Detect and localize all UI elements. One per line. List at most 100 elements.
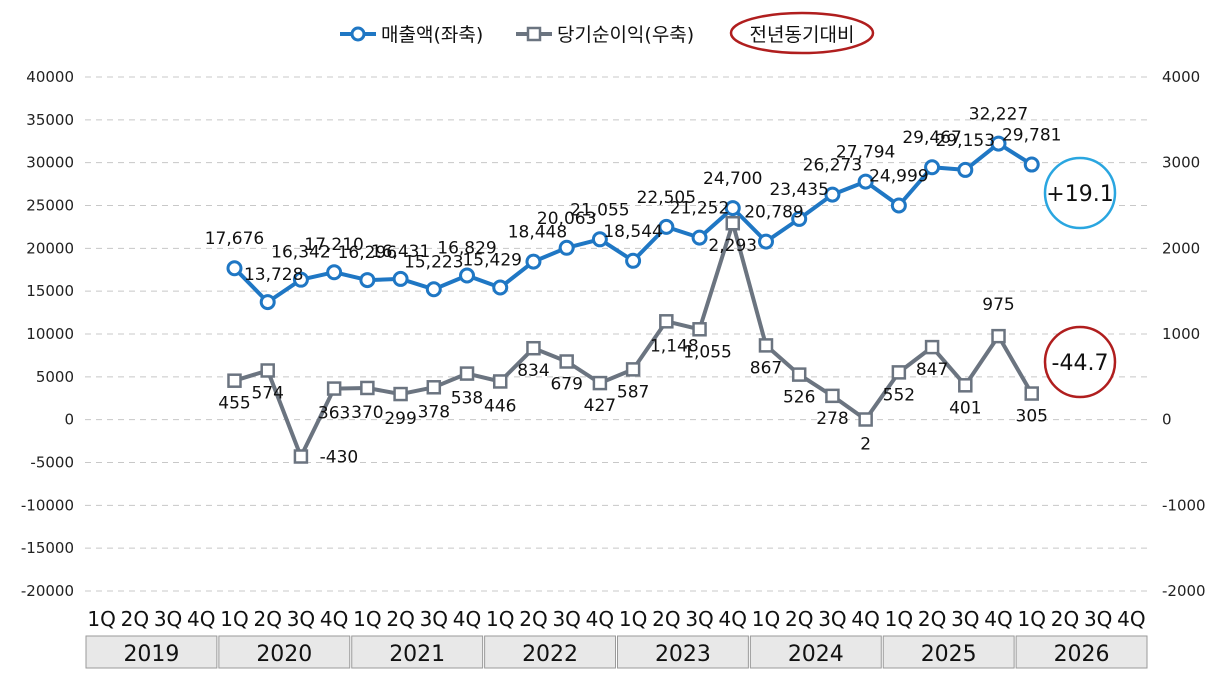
x-tick-label: 3Q [818,607,846,631]
left-y-tick-label: 15000 [26,282,74,300]
netincome-data-label: 1,055 [683,342,732,362]
sales-point [658,218,675,235]
netincome-data-label: 2,293 [708,236,757,256]
x-tick-label: 3Q [1084,607,1112,631]
x-tick-label: 1Q [619,607,647,631]
netincome-point [393,386,408,402]
netincome-point [326,381,342,396]
sales-data-label: 32,227 [969,105,1028,125]
netincome-point [924,339,940,355]
sales-data-label: 15,223 [404,252,463,272]
left-y-axis: 40000 35000 30000 25000 20000 15000 10000 5000 0… [21,68,74,600]
x-axis: 1Q 2Q 3Q 4Q 1Q 2Q 3Q 4Q 1Q 2Q 3Q 4Q 1Q 2Q 3Q 4Q 1Q 2Q 3Q 4Q… [85,607,1148,669]
sales-point [359,272,376,289]
legend-label-sales: 매출액(좌축) [381,24,483,46]
legend-item-yoy: 전년동기대비 [729,11,875,55]
sales-point [226,260,243,277]
netincome-data-label: 378 [418,402,450,422]
left-y-tick-label: -20000 [21,582,74,600]
sales-point [425,281,442,298]
sales-point [492,279,509,296]
x-tick-label: 4Q [719,607,747,631]
netincome-data-label: 679 [550,374,582,394]
netincome-data-label: 446 [484,396,516,416]
left-y-tick-label: 30000 [26,154,74,172]
year-label: 2022 [522,642,578,667]
sales-data-label: 13,728 [244,265,303,285]
x-tick-label: 2Q [519,607,547,631]
x-tick-label: 4Q [1117,607,1145,631]
netincome-data-label: 975 [982,295,1014,315]
badge-sales-yoy-text: +19.1 [1046,182,1113,207]
x-tick-label: 2Q [121,607,149,631]
x-tick-label: 1Q [885,607,913,631]
netincome-data-label: 370 [351,403,383,423]
sales-point [757,233,774,250]
sales-point [525,253,542,270]
legend-label-yoy: 전년동기대비 [750,24,855,46]
x-tick-label: 2Q [386,607,414,631]
yoy-ring [729,11,875,55]
sales-point [857,173,874,190]
badge-netincome-yoy: -44.7 [1043,325,1117,399]
netincome-data-label: 427 [584,396,616,416]
badge-sales-yoy: +19.1 [1043,156,1117,230]
netincome-data-label: 847 [916,360,948,380]
data-labels: 17,676 13,72816,34217,21016,29616,43115,2… [205,105,1062,468]
x-tick-label: 2Q [652,607,680,631]
sales-point [558,239,575,256]
netincome-point [459,366,475,381]
netincome-data-label: -430 [320,448,359,468]
x-tick-label: 4Q [851,607,879,631]
sales-point [292,271,309,288]
year-label: 2020 [256,642,312,667]
right-y-tick-label: 0 [1162,411,1172,429]
netincome-point [526,340,541,356]
sales-data-label: 18,544 [603,222,662,242]
left-y-tick-label: -10000 [21,496,74,514]
sales-point [990,135,1007,152]
sales-point [392,270,409,287]
sales-data-label: 29,467 [902,128,961,148]
sales-data-label: 22,505 [637,188,696,208]
sales-point [1023,156,1040,173]
netincome-data-label: 363 [318,404,350,424]
sales-data-label: 16,431 [371,242,430,262]
sales-point [691,229,708,246]
legend-item-netincome: 당기순이익(우축) [516,24,694,46]
netincome-data-label: 1,148 [650,336,699,356]
sales-data-label: 20,063 [537,209,596,229]
year-label: 2026 [1054,642,1110,667]
sales-data-label: 24,700 [703,169,762,189]
netincome-point [1024,386,1039,401]
netincome-point [692,322,707,337]
sales-data-label: 16,829 [437,238,496,258]
sales-data-label: 24,999 [869,167,928,187]
netincome-point [227,373,242,388]
x-tick-label: 4Q [320,607,348,631]
sales-data-label: 29,781 [1002,126,1061,146]
x-tick-label: 3Q [154,607,182,631]
left-y-tick-label: -5000 [30,454,74,472]
x-tick-label: 1Q [1018,607,1046,631]
sales-data-label: 15,429 [462,250,521,270]
sales-data-label: 17,676 [205,229,264,249]
x-tick-label: 1Q [353,607,381,631]
netincome-data-label: 305 [1016,407,1048,427]
x-tick-label: 1Q [87,607,115,631]
legend-item-sales: 매출액(좌축) [340,24,483,46]
left-y-tick-label: -15000 [21,539,74,557]
netincome-data-label: 574 [251,383,283,403]
netincome-point [991,328,1006,344]
x-tick-label: 1Q [220,607,248,631]
x-tick-label: 2Q [918,607,946,631]
sales-data-label: 18,448 [508,223,567,243]
sales-data-label: 17,210 [304,235,363,255]
right-y-tick-label: -1000 [1162,496,1206,514]
x-tick-label: 3Q [287,607,315,631]
right-y-tick-label: 2000 [1162,239,1200,257]
netincome-point [758,338,774,353]
netincome-point [426,380,442,395]
x-tick-label: 3Q [552,607,580,631]
